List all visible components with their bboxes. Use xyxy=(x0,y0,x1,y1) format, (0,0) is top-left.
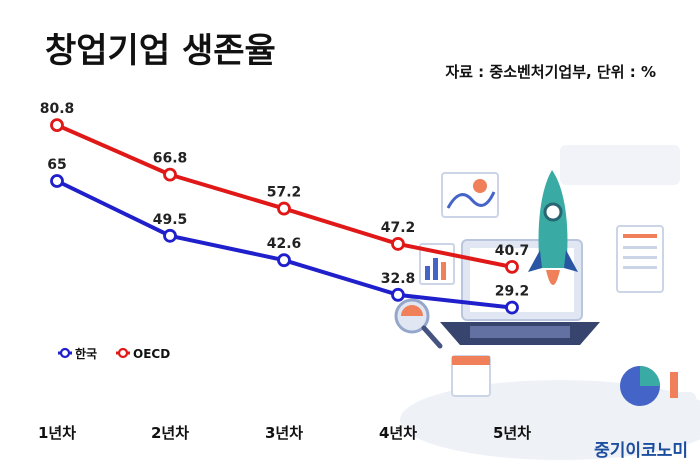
data-label: 42.6 xyxy=(267,236,302,252)
data-label: 66.8 xyxy=(153,151,188,167)
calendar-icon xyxy=(451,355,491,397)
legend-swatch-marker xyxy=(117,347,129,359)
x-tick-label: 2년차 xyxy=(151,424,189,442)
x-tick-label: 3년차 xyxy=(265,424,303,442)
data-point xyxy=(50,118,64,133)
data-point xyxy=(391,237,405,251)
data-label: 47.2 xyxy=(381,220,416,236)
legend-label: OECD xyxy=(133,347,170,361)
data-point xyxy=(505,300,519,315)
source-note: 자료 : 중소벤처기업부, 단위 : % xyxy=(445,63,656,81)
data-label: 57.2 xyxy=(267,185,302,201)
data-point xyxy=(163,228,177,243)
legend-swatch-marker xyxy=(59,347,71,359)
data-label: 40.7 xyxy=(495,243,530,259)
series-layer: 65 49.5 42.6 32.8 29.2 80.8 66.8 57.2 47.2 40.7 xyxy=(40,101,530,315)
data-label: 65 xyxy=(47,157,66,173)
rocket-icon xyxy=(528,170,578,285)
magnifier-icon xyxy=(394,298,443,349)
data-label: 49.5 xyxy=(153,212,188,228)
brand-logo-text: 중기이코노미 xyxy=(594,441,688,461)
startup-illustration xyxy=(394,145,700,460)
data-point xyxy=(277,253,291,268)
x-tick-label: 5년차 xyxy=(493,424,531,442)
data-label: 32.8 xyxy=(381,271,416,287)
data-point xyxy=(163,167,177,182)
x-tick-label: 4년차 xyxy=(379,424,417,442)
report-board-icon xyxy=(616,225,664,293)
data-point xyxy=(391,287,405,302)
data-label: 80.8 xyxy=(40,101,75,117)
x-tick-label: 1년차 xyxy=(38,424,76,442)
data-point xyxy=(50,174,64,188)
data-point xyxy=(505,260,519,274)
pie-chart-icon xyxy=(620,366,678,406)
chart-title: 창업기업 생존율 xyxy=(45,31,276,71)
data-label: 29.2 xyxy=(495,284,530,300)
legend: 한국 OECD xyxy=(58,346,170,361)
legend-label: 한국 xyxy=(75,346,97,361)
dashboard-board-icon xyxy=(441,172,499,218)
data-point xyxy=(277,201,291,216)
x-axis-ticks: 1년차 2년차 3년차 4년차 5년차 xyxy=(38,424,531,442)
